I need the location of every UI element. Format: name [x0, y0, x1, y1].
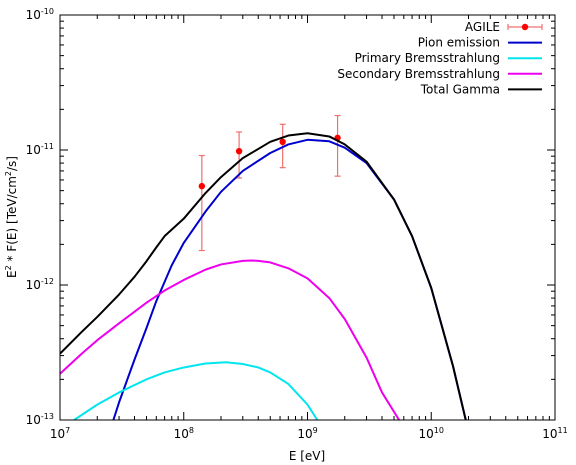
y-tick-label: 10-11: [26, 142, 54, 157]
point-marker: [235, 147, 243, 155]
series-line-pion-emission: [112, 138, 467, 420]
y-tick-label: 10-13: [26, 412, 54, 427]
x-tick-label: 1010: [419, 426, 444, 441]
legend-label: Secondary Bremsstrahlung: [337, 67, 500, 81]
y-tick-label: 10-10: [26, 7, 54, 22]
series-line-total-gamma: [60, 132, 467, 420]
legend-entry-primary-bremsstrahlung: Primary Bremsstrahlung: [355, 51, 542, 65]
data-point-agile: [279, 123, 286, 169]
legend-label: AGILE: [465, 20, 500, 34]
x-tick-label: 1011: [542, 426, 567, 441]
y-axis-label-post: /s]: [5, 156, 19, 171]
legend-label: Primary Bremsstrahlung: [355, 51, 500, 65]
data-point-agile: [198, 154, 206, 252]
x-tick-label: 109: [297, 426, 317, 441]
axes-layer: 107 108 109 1010 1011 10-13 10-12 10-11 10-10: [26, 7, 568, 441]
y-axis-label-mid: * F(E) [TeV/cm: [5, 176, 19, 265]
series-line-primary-bremsstrahlung: [73, 361, 319, 420]
x-axis-label: E [eV]: [289, 449, 325, 463]
x-tick-label: 107: [50, 426, 70, 441]
y-axis-label-sup1: 2: [4, 265, 13, 270]
point-marker: [198, 182, 206, 190]
data-point-agile: [235, 131, 243, 179]
y-axis-label-pre: E: [5, 270, 19, 278]
series-line-secondary-bremsstrahlung: [60, 259, 400, 420]
y-axis-label: E2 * F(E) [TeV/cm2/s]: [4, 156, 19, 278]
point-marker: [279, 138, 286, 146]
legend-entry-secondary-bremsstrahlung: Secondary Bremsstrahlung: [337, 67, 542, 81]
legend-marker: [521, 23, 529, 31]
y-tick-label: 10-12: [26, 277, 54, 292]
legend-label: Total Gamma: [420, 82, 500, 96]
series-layer: [60, 114, 467, 420]
legend-entry-total-gamma: Total Gamma: [420, 82, 542, 96]
legend-entry-pion-emission: Pion emission: [418, 36, 542, 50]
legend-entry-agile: AGILE: [465, 20, 543, 34]
y-axis-label-sup2: 2: [4, 171, 13, 176]
legend-label: Pion emission: [418, 36, 500, 50]
x-tick-label: 108: [174, 426, 194, 441]
